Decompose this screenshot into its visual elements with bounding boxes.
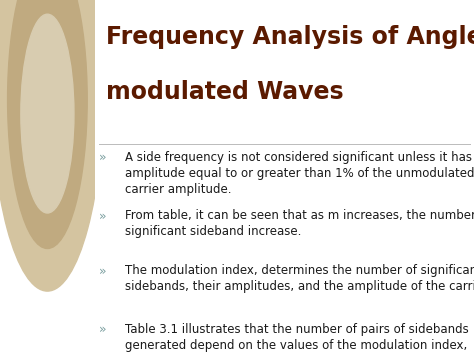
Text: »: »	[99, 151, 106, 164]
Circle shape	[0, 0, 104, 291]
Text: »: »	[99, 209, 106, 223]
Text: »: »	[99, 323, 106, 336]
Text: Table 3.1 illustrates that the number of pairs of sidebands
generated depend on : Table 3.1 illustrates that the number of…	[125, 323, 469, 352]
Text: Frequency Analysis of Angle-: Frequency Analysis of Angle-	[106, 25, 474, 49]
Text: modulated Waves: modulated Waves	[106, 80, 344, 104]
Text: The modulation index, determines the number of significant
sidebands, their ampl: The modulation index, determines the num…	[125, 264, 474, 294]
Circle shape	[21, 14, 74, 213]
Text: »: »	[99, 264, 106, 278]
Text: A side frequency is not considered significant unless it has
amplitude equal to : A side frequency is not considered signi…	[125, 151, 474, 196]
Circle shape	[8, 0, 87, 248]
Text: From table, it can be seen that as m increases, the number of
significant sideba: From table, it can be seen that as m inc…	[125, 209, 474, 239]
